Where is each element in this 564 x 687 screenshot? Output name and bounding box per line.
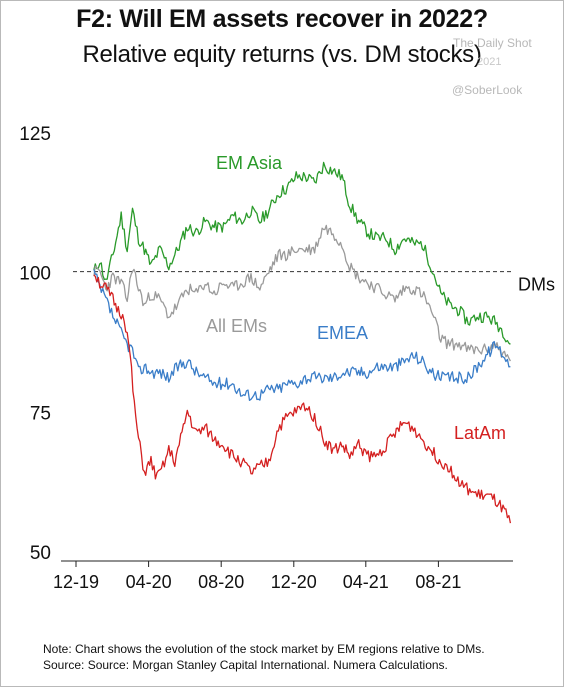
watermark-daily-shot: The Daily Shot <box>453 36 532 50</box>
series-line-emea <box>93 269 511 402</box>
x-tick-label: 12-20 <box>271 572 317 592</box>
watermark-handle: @SoberLook <box>452 83 523 97</box>
series-label-emea: EMEA <box>317 323 368 343</box>
x-tick-label: 04-20 <box>126 572 172 592</box>
y-tick-label: 50 <box>30 543 51 564</box>
series-label-all-ems: All EMs <box>206 316 267 336</box>
series-label-em-asia: EM Asia <box>216 153 283 173</box>
x-tick-label: 04-21 <box>343 572 389 592</box>
series-line-em-asia <box>93 161 511 345</box>
line-chart: 50 75 100 125 12-19 04-20 08-20 12-20 04-21 08-2… <box>19 124 555 592</box>
dms-label: DMs <box>518 275 555 295</box>
series-line-latam <box>93 274 512 524</box>
chart-subtitle: Relative equity returns (vs. DM stocks) <box>82 41 482 68</box>
x-tick-label: 08-21 <box>415 572 461 592</box>
footnote: Note: Chart shows the evolution of the s… <box>43 641 485 673</box>
source-text: Source: Source: Morgan Stanley Capital I… <box>43 658 448 672</box>
y-tick-label: 125 <box>19 124 51 145</box>
x-tick-label: 12-19 <box>53 572 99 592</box>
y-tick-label: 100 <box>19 264 51 285</box>
chart-title: F2: Will EM assets recover in 2022? <box>76 5 488 33</box>
note-text: Note: Chart shows the evolution of the s… <box>43 642 485 656</box>
x-tick-label: 08-20 <box>198 572 244 592</box>
series-label-latam: LatAm <box>454 423 506 443</box>
watermark-year: 2021 <box>477 56 502 68</box>
y-tick-label: 75 <box>30 403 51 424</box>
series-line-all-ems <box>93 224 511 362</box>
